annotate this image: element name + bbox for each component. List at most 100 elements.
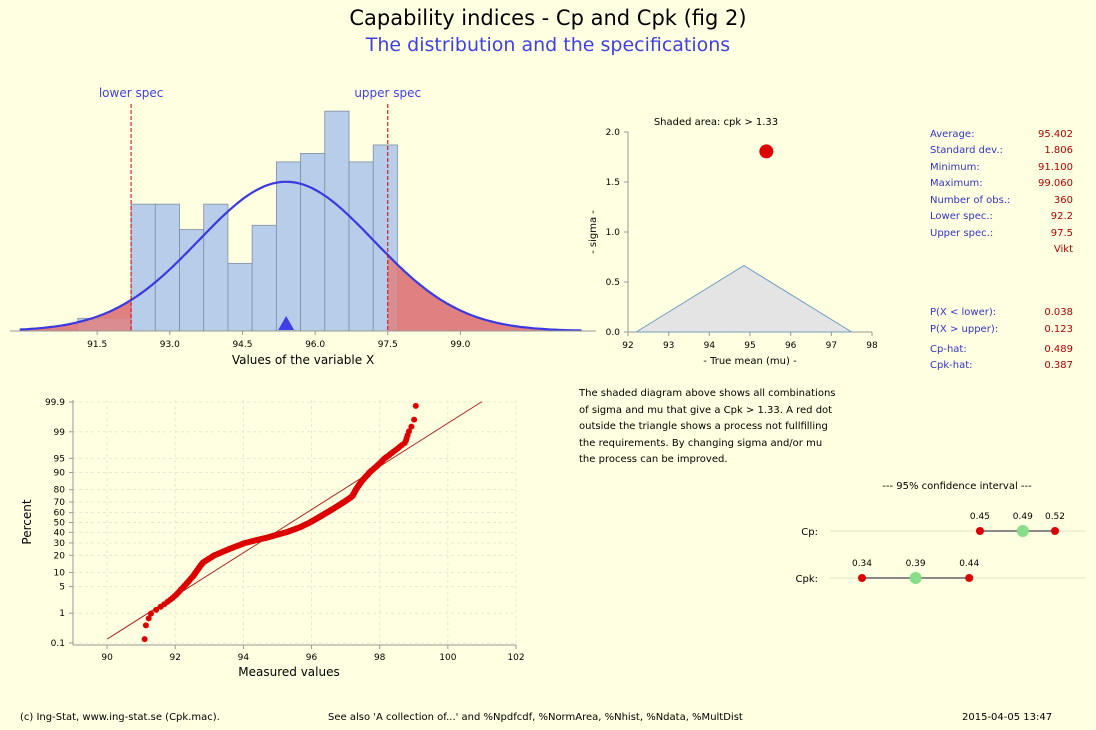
prob-value-upper: 0.123 — [1044, 324, 1073, 335]
prob-point — [406, 428, 412, 435]
prob-y-tick-label: 99 — [54, 428, 66, 438]
sigma-x-tick-label: 92 — [622, 341, 633, 351]
sigma-y-tick-label: 2.0 — [606, 128, 621, 138]
prob-point — [142, 622, 149, 629]
sigma-x-tick-label: 96 — [785, 341, 797, 351]
cpk-region-triangle — [634, 265, 854, 333]
histogram-tick-label: 99.0 — [450, 340, 470, 350]
prob-x-tick-label: 100 — [439, 653, 456, 663]
ci-cpk-estimate-point — [909, 572, 922, 584]
prob-x-tick-label: 102 — [507, 653, 524, 663]
sigma-x-tick-label: 94 — [704, 341, 716, 351]
stat-value-lower-spec: 92.2 — [1050, 211, 1073, 222]
prob-point — [412, 402, 419, 409]
footer-see-also: See also 'A collection of...' and %Npdfc… — [328, 712, 743, 723]
prob-x-tick-label: 94 — [238, 653, 250, 663]
prob-y-tick-label: 95 — [54, 454, 65, 464]
ci-cp-label: Cp: — [801, 527, 818, 538]
ci-cp-low-point — [975, 527, 984, 535]
histogram-x-label: Values of the variable X — [232, 353, 374, 367]
prob-x-tick-label: 92 — [170, 653, 181, 663]
prob-y-tick-label: 0.1 — [51, 639, 65, 649]
ci-title: --- 95% confidence interval --- — [882, 481, 1032, 492]
histogram-bar — [275, 161, 301, 332]
sigma-y-tick-label: 1.5 — [606, 178, 620, 188]
prob-y-label: Percent — [20, 499, 34, 544]
prob-x-tick-label: 96 — [306, 653, 318, 663]
cp-hat-value: 0.489 — [1044, 344, 1073, 355]
prob-point — [148, 610, 154, 617]
histogram-tick-label: 91.5 — [87, 340, 107, 350]
prob-y-tick-label: 10 — [54, 568, 66, 578]
histogram-bar — [300, 153, 326, 332]
stat-label-max: Maximum: — [930, 178, 983, 189]
process-point — [759, 144, 774, 159]
sigma-y-tick-label: 0.0 — [606, 328, 621, 338]
ci-cpk-low-point — [858, 574, 866, 582]
stat-label-average: Average: — [930, 129, 975, 140]
prob-y-tick-label: 1 — [59, 609, 65, 619]
stat-value-variable-name: Vikt — [1053, 244, 1073, 255]
cpk-hat-label: Cpk-hat: — [930, 360, 973, 371]
ci-cp-mid-label: 0.49 — [1013, 512, 1033, 522]
prob-y-tick-label: 5 — [59, 583, 65, 593]
prob-point — [408, 423, 415, 430]
histogram-bar — [154, 203, 180, 332]
cpk-hat-value: 0.387 — [1044, 360, 1073, 371]
sigma-x-tick-label: 93 — [663, 341, 674, 351]
footer-copyright: (c) Ing-Stat, www.ing-stat.se (Cpk.mac). — [20, 712, 220, 723]
stat-label-nobs: Number of obs.: — [930, 195, 1011, 206]
lower-spec-label: lower spec — [99, 86, 163, 100]
histogram-bar — [324, 110, 350, 332]
ci-cpk-low-label: 0.34 — [852, 559, 872, 569]
prob-y-tick-label: 80 — [54, 486, 66, 496]
ci-cp-estimate-point — [1016, 525, 1029, 537]
stat-value-min: 91.100 — [1038, 162, 1073, 173]
prob-y-tick-label: 60 — [54, 509, 66, 519]
stat-value-average: 95.402 — [1038, 129, 1073, 140]
sigma-y-label: - sigma - — [588, 210, 599, 254]
sigma-y-tick-label: 0.5 — [606, 278, 620, 288]
histogram-bar — [348, 161, 374, 332]
stat-value-sd: 1.806 — [1044, 145, 1073, 156]
histogram-bar — [130, 203, 156, 332]
prob-value-lower: 0.038 — [1044, 307, 1073, 318]
histogram-tick-label: 94.5 — [232, 340, 252, 350]
sigma-x-label: - True mean (mu) - — [703, 356, 797, 367]
prob-label-upper: P(X > upper): — [930, 324, 999, 335]
prob-point — [153, 606, 160, 613]
prob-point — [145, 615, 152, 622]
sigma-y-tick-label: 1.0 — [606, 228, 621, 238]
upper-spec-label: upper spec — [354, 86, 421, 100]
prob-point — [411, 416, 418, 423]
mean-marker — [278, 316, 295, 330]
sigma-x-tick-label: 97 — [826, 341, 837, 351]
lower-tail-overlay — [19, 300, 132, 331]
histogram-bar — [227, 262, 253, 332]
stat-value-nobs: 360 — [1053, 195, 1073, 206]
description-text: The shaded diagram above shows all combi… — [579, 388, 836, 465]
prob-y-tick-label: 50 — [54, 519, 66, 529]
prob-label-lower: P(X < lower): — [930, 307, 997, 318]
ci-cp-low-label: 0.45 — [970, 512, 990, 522]
stat-value-upper-spec: 97.5 — [1050, 228, 1073, 239]
histogram-bar — [251, 224, 277, 332]
ci-cpk-high-point — [965, 574, 974, 582]
sigma-x-tick-label: 95 — [744, 341, 755, 351]
stat-value-max: 99.060 — [1038, 178, 1073, 189]
prob-y-tick-label: 90 — [54, 469, 66, 479]
stat-label-upper-spec: Upper spec.: — [930, 228, 994, 239]
cp-hat-label: Cp-hat: — [930, 344, 967, 355]
normal-curve — [19, 180, 582, 332]
prob-points — [141, 402, 419, 643]
sigma-chart-title: Shaded area: cpk > 1.33 — [654, 117, 778, 128]
prob-y-tick-label: 99.9 — [45, 398, 65, 408]
prob-x-tick-label: 90 — [101, 653, 113, 663]
upper-tail-overlay — [387, 255, 582, 331]
ci-cp-high-point — [1051, 527, 1059, 535]
ci-cpk-high-label: 0.44 — [959, 559, 979, 569]
prob-y-tick-label: 40 — [54, 528, 66, 538]
stat-label-min: Minimum: — [930, 162, 980, 173]
page-title: Capability indices - Cp and Cpk (fig 2) — [349, 6, 747, 30]
